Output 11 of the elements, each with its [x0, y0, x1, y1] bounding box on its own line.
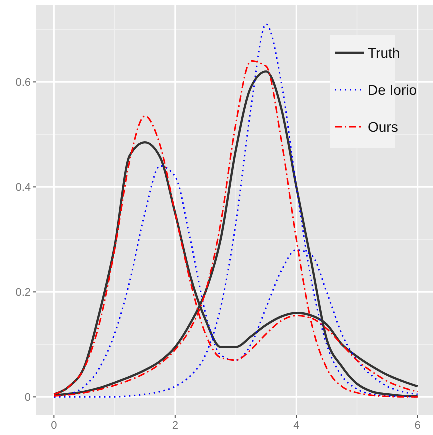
legend-label: Truth — [368, 45, 400, 61]
y-tick-label: 0 — [24, 392, 31, 404]
y-tick-label: 0.4 — [16, 182, 31, 194]
x-tick-label: 0 — [51, 420, 58, 432]
y-tick-label: 0.6 — [16, 77, 31, 90]
y-tick-label: 0.2 — [16, 287, 31, 300]
legend-label: De Iorio — [368, 82, 418, 98]
x-tick-label: 6 — [414, 420, 421, 432]
legend-label: Ours — [368, 119, 398, 135]
x-tick-label: 4 — [294, 420, 300, 432]
x-tick-label: 2 — [172, 420, 178, 432]
